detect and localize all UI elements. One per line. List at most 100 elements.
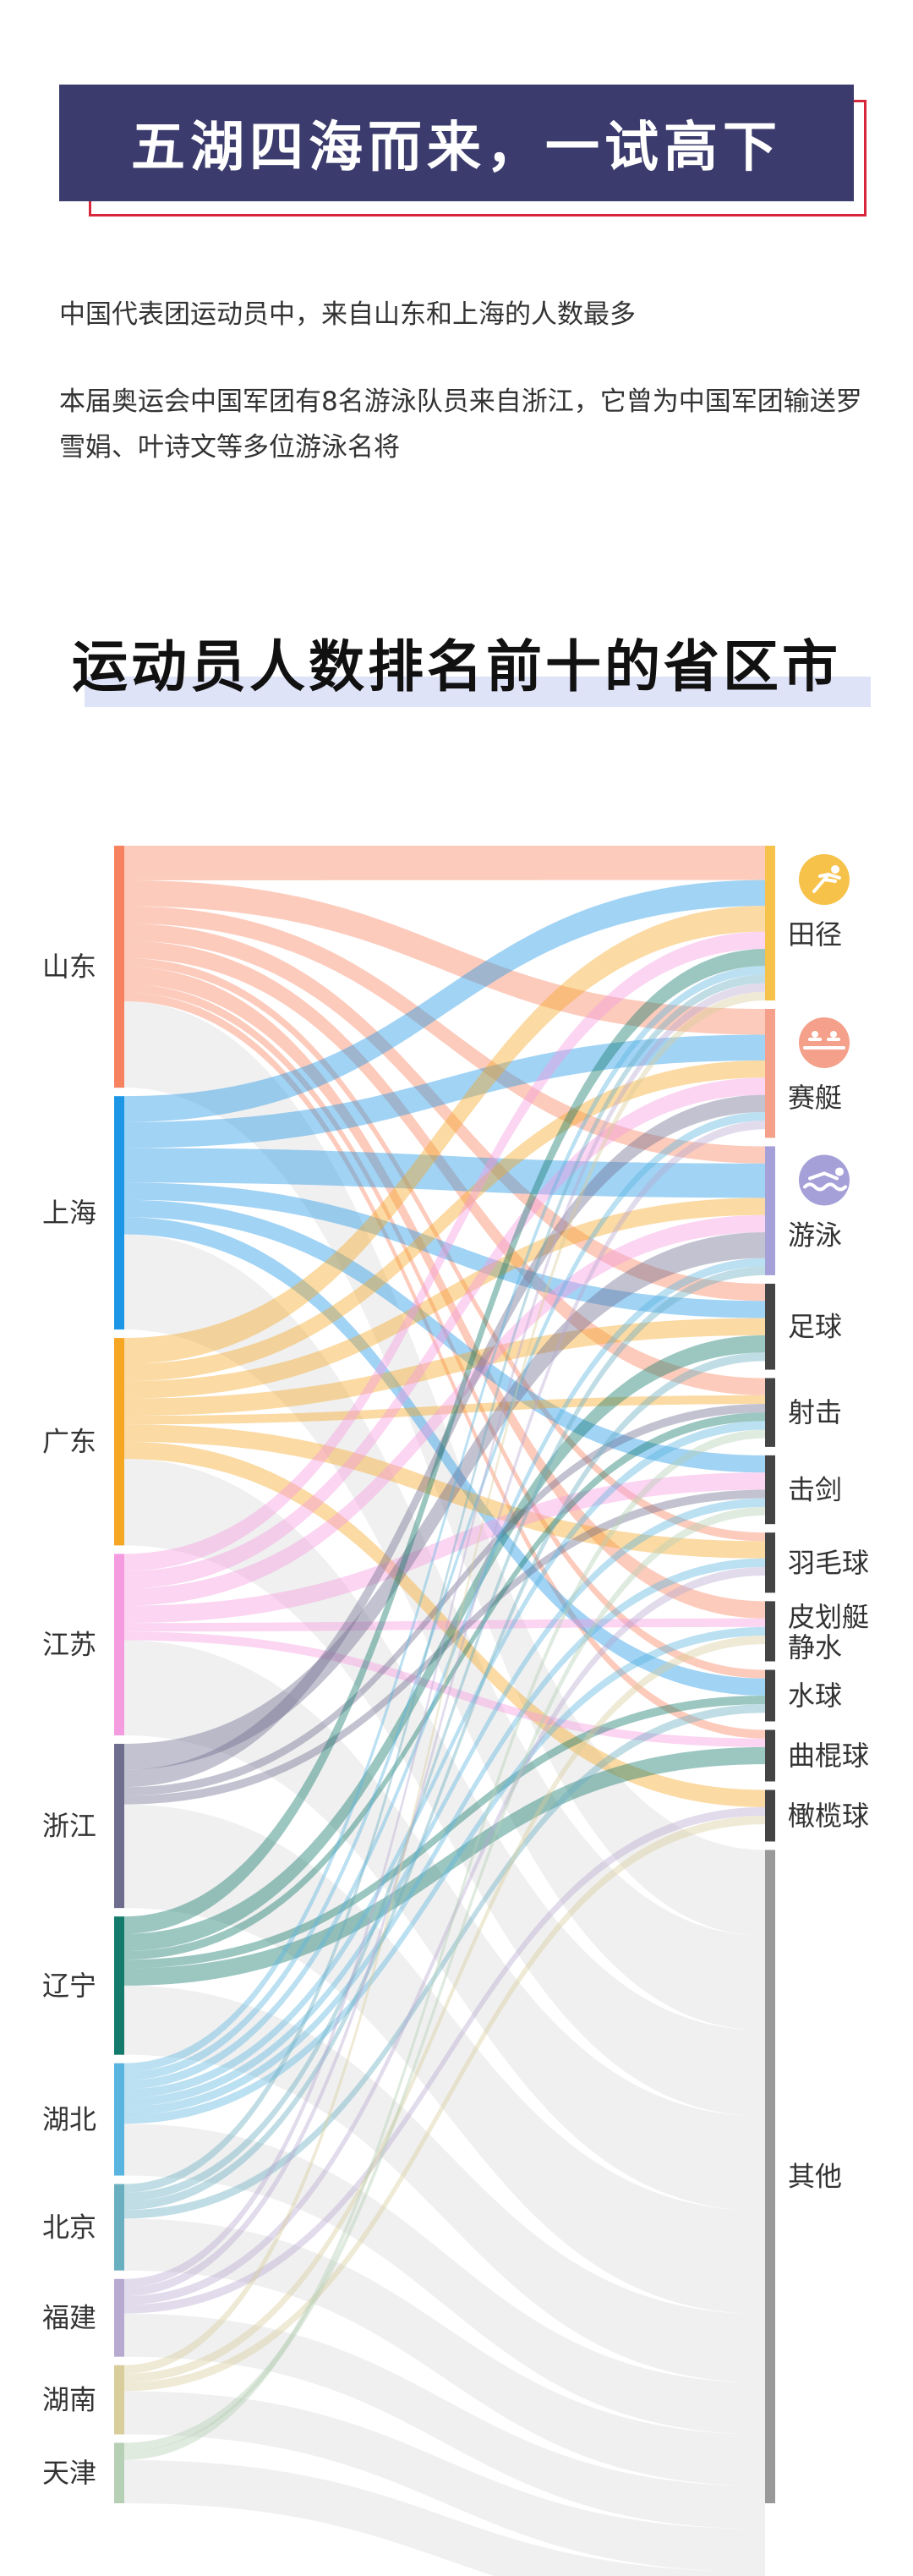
- chart-title-wrap: 运动员人数排名前十的省区市: [0, 622, 913, 703]
- target-node-label: 游泳: [788, 1219, 842, 1251]
- source-node-bar: [114, 2278, 124, 2357]
- source-node-bar: [114, 2184, 124, 2271]
- sankey-link: [124, 1198, 765, 1399]
- sankey-link: [124, 1506, 765, 2452]
- intro-paragraph-1: 中国代表团运动员中，来自山东和上海的人数最多: [59, 299, 636, 330]
- sankey-link: [124, 2218, 765, 2486]
- sankey-links: [124, 846, 765, 2576]
- sankey-link: [124, 2313, 765, 2529]
- target-node-label: 赛艇: [788, 1082, 842, 1114]
- sankey-link: [124, 1234, 765, 2031]
- sankey-link: [124, 880, 765, 1122]
- sankey-link: [124, 991, 765, 2374]
- sankey-link: [124, 1566, 765, 2305]
- target-node-bar: [765, 1789, 775, 1842]
- target-node-bar: [765, 1729, 775, 1782]
- sankey-link: [124, 1182, 765, 1318]
- source-node-label: 广东: [42, 1426, 96, 1458]
- target-node-bar: [765, 1669, 775, 1722]
- sankey-link: [124, 1626, 765, 2124]
- target-node-bar: [765, 1283, 775, 1370]
- sankey-link: [124, 1746, 765, 1986]
- target-node-label: 足球: [788, 1311, 842, 1343]
- target-node-bar: [765, 1378, 775, 1447]
- sankey-link: [124, 923, 765, 1302]
- source-node-label: 湖北: [42, 2103, 96, 2135]
- sankey-link: [124, 1094, 765, 1788]
- sankey-link: [124, 1498, 765, 2107]
- sankey-link: [124, 1214, 765, 1606]
- sankey-link: [124, 1077, 765, 1589]
- sankey-link: [124, 1111, 765, 2081]
- sankey-link: [124, 2391, 765, 2573]
- target-node-label: 田径: [788, 918, 842, 951]
- target-node-bar: [765, 1455, 775, 1525]
- source-node-label: 辽宁: [42, 1970, 96, 2002]
- sankey-link: [124, 948, 765, 1934]
- target-node-label: 橄榄球: [788, 1800, 869, 1832]
- sankey-link: [124, 1395, 765, 1425]
- source-node-bar: [114, 1554, 124, 1735]
- sankey-link: [124, 1060, 765, 1382]
- sankey-link: [124, 984, 765, 1679]
- sankey-link: [124, 1429, 765, 2460]
- target-node-bar: [765, 1850, 775, 2503]
- source-node-bar: [114, 1916, 124, 2055]
- target-node-label: 水球: [788, 1680, 842, 1712]
- target-node-bar: [765, 846, 775, 1000]
- sankey-link: [124, 1421, 765, 2098]
- sankey-link: [124, 1424, 765, 1559]
- running-icon: [799, 854, 850, 905]
- sankey-link: [124, 957, 765, 1542]
- sankey-link: [124, 931, 765, 1571]
- sankey-link: [124, 983, 765, 2288]
- sankey-link: [124, 1618, 765, 1632]
- sankey-link: [124, 1258, 765, 2090]
- sankey-link: [124, 940, 765, 1395]
- sankey-link: [124, 2459, 765, 2576]
- sankey-link: [124, 1335, 765, 1952]
- sankey-link: [124, 1148, 765, 1198]
- sankey-link: [124, 1232, 765, 1770]
- sankey-link: [124, 1558, 765, 2115]
- chart-title-highlight: [85, 677, 871, 707]
- sankey-link: [124, 1404, 765, 1796]
- source-node-label: 浙江: [42, 1810, 96, 1842]
- sankey-nodes: [114, 846, 775, 2503]
- sankey-link: [124, 880, 765, 1035]
- sankey-link: [124, 967, 765, 1619]
- sankey-link: [124, 1217, 765, 1696]
- source-node-bar: [114, 1096, 124, 1330]
- source-node-bar: [114, 1743, 124, 1909]
- sankey-link: [124, 1352, 765, 2211]
- sankey-link: [124, 1034, 765, 1148]
- sankey-link: [124, 1640, 765, 2212]
- intro-paragraph-2: 本届奥运会中国军团有8名游泳队员来自浙江，它曾为中国军团输送罗雪娟、叶诗文等多位…: [59, 386, 862, 463]
- sankey-link: [124, 1459, 765, 2117]
- source-node-bar: [114, 1338, 124, 1546]
- sankey-link: [124, 1696, 765, 1969]
- target-node-bar: [765, 1146, 775, 1275]
- source-node-bar: [114, 2442, 124, 2503]
- sankey-link: [124, 1815, 765, 2392]
- source-node-label: 北京: [42, 2212, 96, 2244]
- sankey-link: [124, 1806, 765, 2314]
- source-node-label: 湖南: [42, 2384, 96, 2416]
- swimming-icon: [799, 1154, 850, 1206]
- sankey-link: [124, 1318, 765, 1417]
- sankey-link: [124, 846, 765, 880]
- page-title: 五湖四海而来，一试高下: [131, 116, 782, 179]
- target-node-label: 羽毛球: [788, 1547, 869, 1579]
- target-node-label: 击剑: [788, 1474, 842, 1506]
- source-node-bar: [114, 2063, 124, 2176]
- sankey-link: [124, 906, 765, 1164]
- source-node-bar: [114, 846, 124, 1088]
- sankey-link: [124, 1121, 765, 2297]
- rowing-icon: [799, 1017, 850, 1068]
- sankey-link: [124, 1199, 765, 1473]
- sankey-link: [124, 1985, 765, 2383]
- sankey-link: [124, 1472, 765, 1624]
- source-node-label: 山东: [42, 951, 96, 983]
